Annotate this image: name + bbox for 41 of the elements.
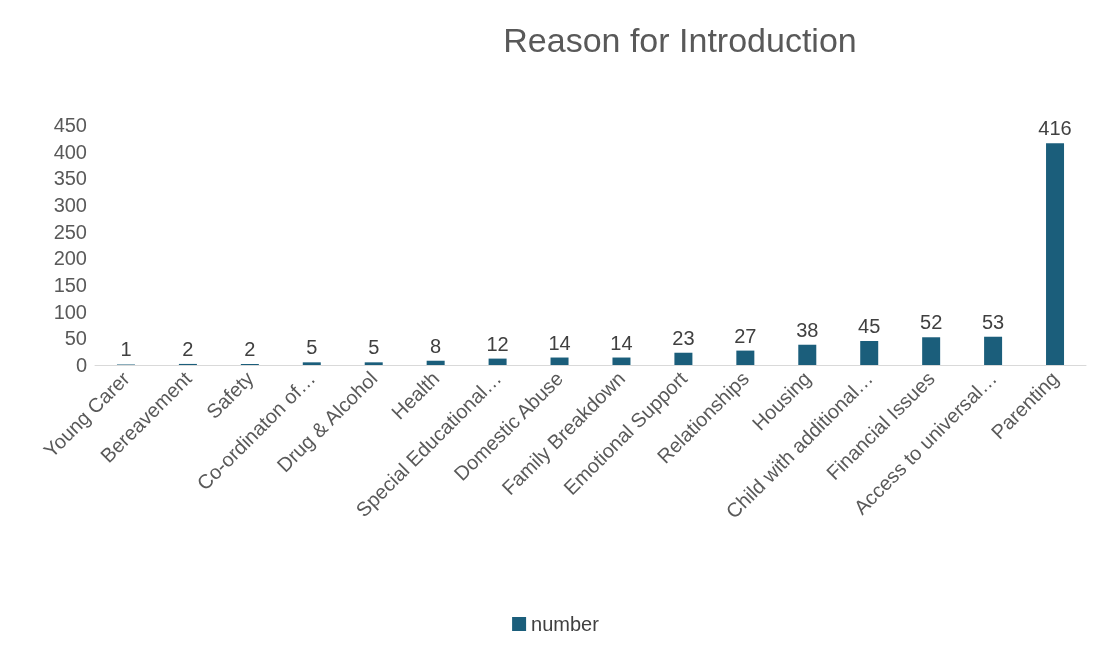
- y-tick-label: 200: [53, 247, 87, 270]
- y-tick-label: 250: [53, 220, 87, 243]
- data-label: 52: [920, 311, 943, 334]
- bar: [612, 357, 631, 365]
- bar: [674, 352, 693, 365]
- data-label: 8: [430, 334, 442, 357]
- y-tick-label: 150: [53, 274, 87, 296]
- data-label: 5: [306, 336, 318, 359]
- bar: [364, 362, 383, 365]
- data-label: 14: [548, 331, 571, 354]
- chart-title: Reason for Introduction: [503, 21, 857, 59]
- data-label: 5: [368, 336, 380, 359]
- data-label: 27: [734, 324, 757, 347]
- bar: [736, 350, 755, 365]
- y-tick-label: 50: [64, 327, 87, 350]
- data-label: 38: [796, 318, 819, 341]
- data-label: 12: [486, 332, 509, 355]
- bar: [426, 360, 445, 365]
- bar: [1046, 143, 1065, 365]
- y-tick-label: 300: [53, 194, 87, 216]
- legend-label: number: [531, 613, 600, 635]
- data-label: 1: [120, 338, 132, 361]
- data-label: 416: [1038, 117, 1072, 140]
- data-label: 2: [182, 337, 194, 360]
- bar: [922, 337, 941, 365]
- y-tick-label: 100: [53, 300, 87, 323]
- bar: [860, 341, 879, 365]
- y-tick-label: 0: [75, 354, 87, 376]
- data-label: 23: [672, 326, 695, 349]
- data-label: 2: [244, 337, 256, 360]
- bar: [984, 336, 1003, 365]
- bar: [550, 357, 569, 365]
- y-tick-label: 450: [53, 114, 87, 136]
- bar: [488, 358, 507, 365]
- data-label: 45: [858, 315, 881, 337]
- data-label: 14: [610, 331, 633, 354]
- data-label: 53: [981, 310, 1005, 333]
- bar: [798, 344, 817, 365]
- y-tick-label: 350: [53, 167, 87, 190]
- bar: [302, 362, 321, 365]
- y-tick-label: 400: [53, 140, 87, 163]
